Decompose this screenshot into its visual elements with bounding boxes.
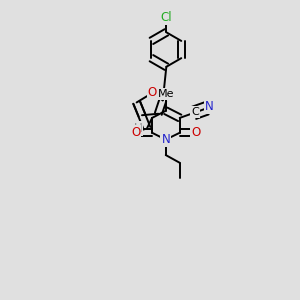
Text: O: O: [131, 126, 140, 139]
Text: C: C: [191, 107, 199, 117]
Text: O: O: [148, 86, 157, 99]
Text: Cl: Cl: [160, 11, 172, 24]
Text: N: N: [205, 100, 214, 113]
Text: N: N: [161, 133, 170, 146]
Text: H: H: [134, 122, 142, 135]
Text: Me: Me: [158, 89, 174, 99]
Text: O: O: [191, 126, 201, 139]
